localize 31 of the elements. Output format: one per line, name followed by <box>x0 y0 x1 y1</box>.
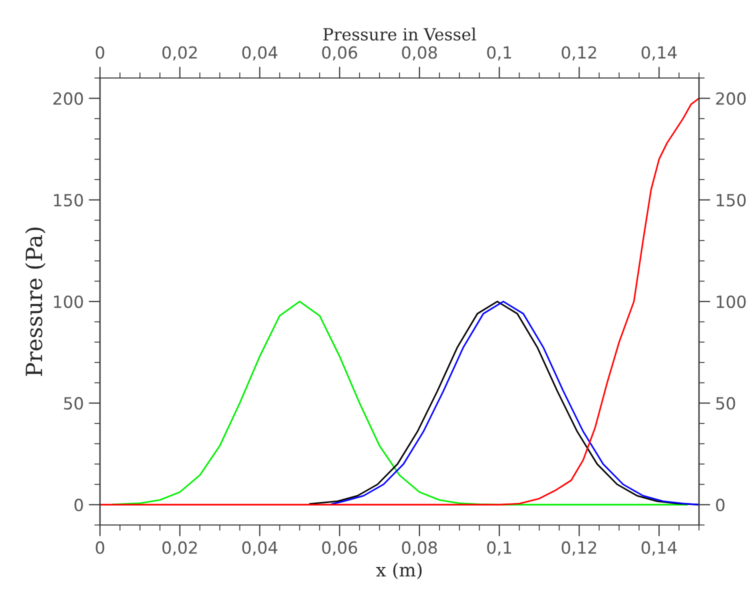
x-tick-label: 0,14 <box>642 541 677 556</box>
x2-tick-label: 0,08 <box>402 46 437 60</box>
y2-tick-label: 50 <box>716 397 736 410</box>
chart-title: Pressure in Vessel <box>323 28 476 41</box>
y-tick-label: 50 <box>64 397 83 410</box>
x2-tick-label: 0,14 <box>642 46 677 60</box>
x2-tick-label: 0 <box>96 46 104 59</box>
x-axis-title: x (m) <box>376 562 422 580</box>
x-tick-label: 0,02 <box>162 541 197 556</box>
x-tick-label: 0,12 <box>562 541 596 556</box>
x2-tick-label: 0,06 <box>322 46 358 60</box>
y-tick-label: 0 <box>74 498 83 512</box>
y-axis-title: Pressure (Pa) <box>25 228 46 376</box>
x-tick-label: 0,1 <box>487 541 512 556</box>
y-tick-label: 150 <box>54 194 83 206</box>
y2-tick-label: 150 <box>716 194 746 206</box>
y-tick-label: 100 <box>54 295 83 308</box>
line-series <box>100 98 699 506</box>
y2-tick-label: 200 <box>716 92 746 105</box>
y2-tick-label: 100 <box>716 295 746 308</box>
x-tick-label: 0 <box>96 541 104 554</box>
x-tick-label: 0,06 <box>322 541 358 556</box>
x-tick-label: 0,08 <box>402 541 437 556</box>
x-tick-label: 0,04 <box>242 541 278 556</box>
line-series <box>111 300 688 506</box>
x2-tick-label: 0,02 <box>162 46 197 60</box>
y-tick-label: 200 <box>53 92 83 105</box>
x2-tick-label: 0,04 <box>242 46 278 60</box>
x2-tick-label: 0,1 <box>487 46 512 60</box>
y2-tick-label: 0 <box>716 498 724 512</box>
x2-tick-label: 0,12 <box>562 46 596 60</box>
